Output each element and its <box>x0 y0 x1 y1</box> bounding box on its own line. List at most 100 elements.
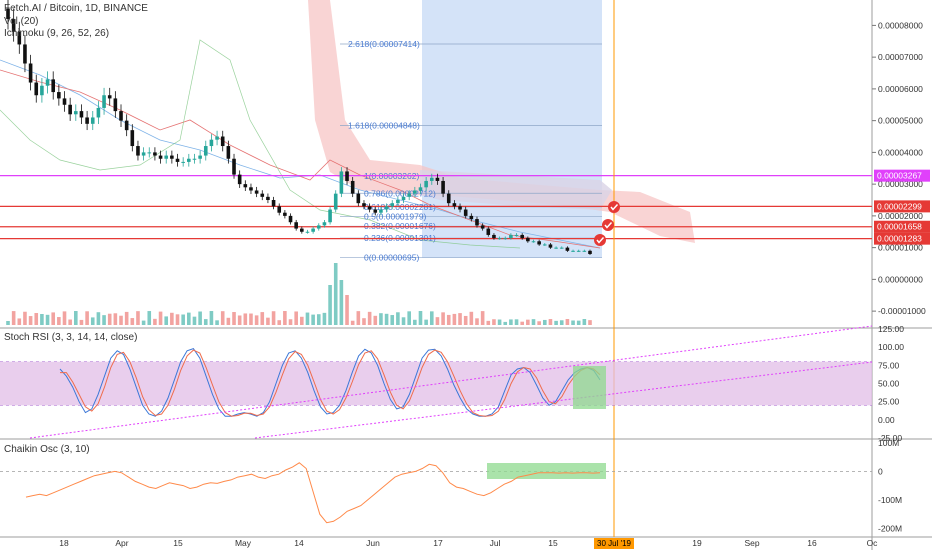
volume-bar <box>418 311 423 325</box>
candle-body <box>51 79 56 93</box>
candle-body <box>390 203 395 207</box>
candle <box>288 213 293 225</box>
candle-body <box>6 8 10 20</box>
candle <box>435 173 440 185</box>
volume-bar <box>458 313 462 325</box>
candle <box>559 246 564 249</box>
candle <box>520 233 524 240</box>
price-level-tag-label: 0.00001283 <box>877 234 922 244</box>
candle-body <box>62 98 67 105</box>
candle-body <box>237 174 242 185</box>
volume-bar <box>96 312 101 325</box>
candle-body <box>11 19 16 32</box>
volume-bar <box>559 320 564 325</box>
price-level-tag <box>874 232 930 245</box>
price-axis-tick-label: 0.00007000 <box>878 52 923 62</box>
candle <box>565 246 570 252</box>
candle <box>51 71 56 100</box>
candles <box>6 0 592 255</box>
volume-bar <box>463 315 468 325</box>
candle-body <box>480 225 485 229</box>
volume-bar <box>384 313 389 325</box>
candle <box>542 243 547 246</box>
candle-body <box>220 136 225 147</box>
volume-bar <box>181 314 185 325</box>
candle-body <box>266 196 270 201</box>
volume-bar <box>226 317 231 325</box>
volume-bar <box>356 311 361 325</box>
volume-bar <box>130 318 135 325</box>
candle <box>441 177 445 198</box>
candle <box>333 190 338 213</box>
volume-bar <box>328 285 332 325</box>
candle-body <box>418 187 423 191</box>
price-axis-tick-label: 0.00003000 <box>878 179 923 189</box>
candle <box>503 236 508 240</box>
volume-bar <box>492 319 496 325</box>
candle-body <box>571 250 575 252</box>
candle-body <box>74 111 78 115</box>
candle <box>158 150 163 164</box>
volume-bar <box>316 314 321 325</box>
candle-body <box>492 234 496 239</box>
check-marker-tick <box>604 221 613 229</box>
candle-body <box>333 193 338 210</box>
fib-level-label: 1.618(0.00004848) <box>348 120 420 130</box>
candle-body <box>486 228 491 235</box>
volume-bar <box>68 319 72 325</box>
candle-body <box>45 79 50 86</box>
volume-bar <box>480 311 485 325</box>
fib-level-label: 0(0.00000695) <box>364 252 419 262</box>
date-marker-tag-label: 30 Jul '19 <box>597 539 632 548</box>
candle <box>34 74 39 103</box>
candle <box>170 150 174 164</box>
fib-highlight-region <box>422 0 602 258</box>
candle-body <box>407 193 411 197</box>
volume-bar <box>23 311 27 325</box>
candle <box>396 196 400 207</box>
volume-bar <box>339 280 344 325</box>
candle <box>74 104 78 121</box>
candle-body <box>531 241 536 243</box>
candle-body <box>475 219 479 226</box>
candle <box>107 87 112 106</box>
volume-bar <box>379 313 383 325</box>
time-axis-tick-label: 15 <box>173 538 183 548</box>
candle <box>526 236 530 243</box>
volume-bar <box>147 311 152 325</box>
candle-body <box>130 130 135 147</box>
candle <box>198 150 202 164</box>
fib-level-label: 0.786(0.00002712) <box>364 188 436 198</box>
candle <box>492 233 496 240</box>
volume-bar <box>531 319 536 325</box>
candle <box>571 249 575 252</box>
candle <box>469 213 474 222</box>
candle <box>356 190 361 207</box>
candle <box>300 226 304 234</box>
date-marker-tag <box>594 538 634 549</box>
candle <box>339 167 344 198</box>
volume-bar <box>57 317 61 325</box>
volume-bar <box>141 320 146 325</box>
volume-bar <box>571 320 575 325</box>
candle-body <box>192 158 197 160</box>
candle-body <box>158 155 163 159</box>
candle-body <box>526 238 530 242</box>
candle <box>147 147 152 158</box>
volume-bar <box>497 319 502 325</box>
volume-bar <box>413 319 417 325</box>
volume-bar <box>249 313 253 325</box>
volume-bar <box>486 320 491 325</box>
candle-body <box>311 228 315 232</box>
vol-label: Vol (20) <box>4 16 39 27</box>
candle <box>237 170 242 188</box>
volume-bar <box>537 321 541 325</box>
volume-bar <box>254 315 259 325</box>
chaikin-label: Chaikin Osc (3, 10) <box>4 444 90 455</box>
price-axis-tick-label: 0.00000000 <box>878 274 923 284</box>
candle <box>531 239 536 243</box>
candle <box>203 140 208 161</box>
candle <box>362 200 366 210</box>
candle-body <box>17 31 22 45</box>
